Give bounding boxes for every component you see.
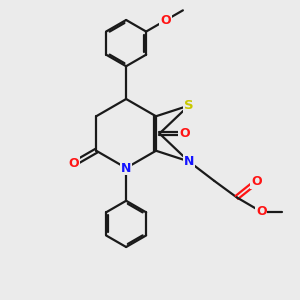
Text: O: O (68, 157, 79, 170)
Text: O: O (256, 205, 267, 218)
Text: N: N (184, 155, 194, 168)
Text: S: S (184, 99, 194, 112)
Text: O: O (160, 14, 171, 27)
Text: O: O (251, 175, 262, 188)
Text: N: N (121, 161, 131, 175)
Text: O: O (179, 127, 190, 140)
